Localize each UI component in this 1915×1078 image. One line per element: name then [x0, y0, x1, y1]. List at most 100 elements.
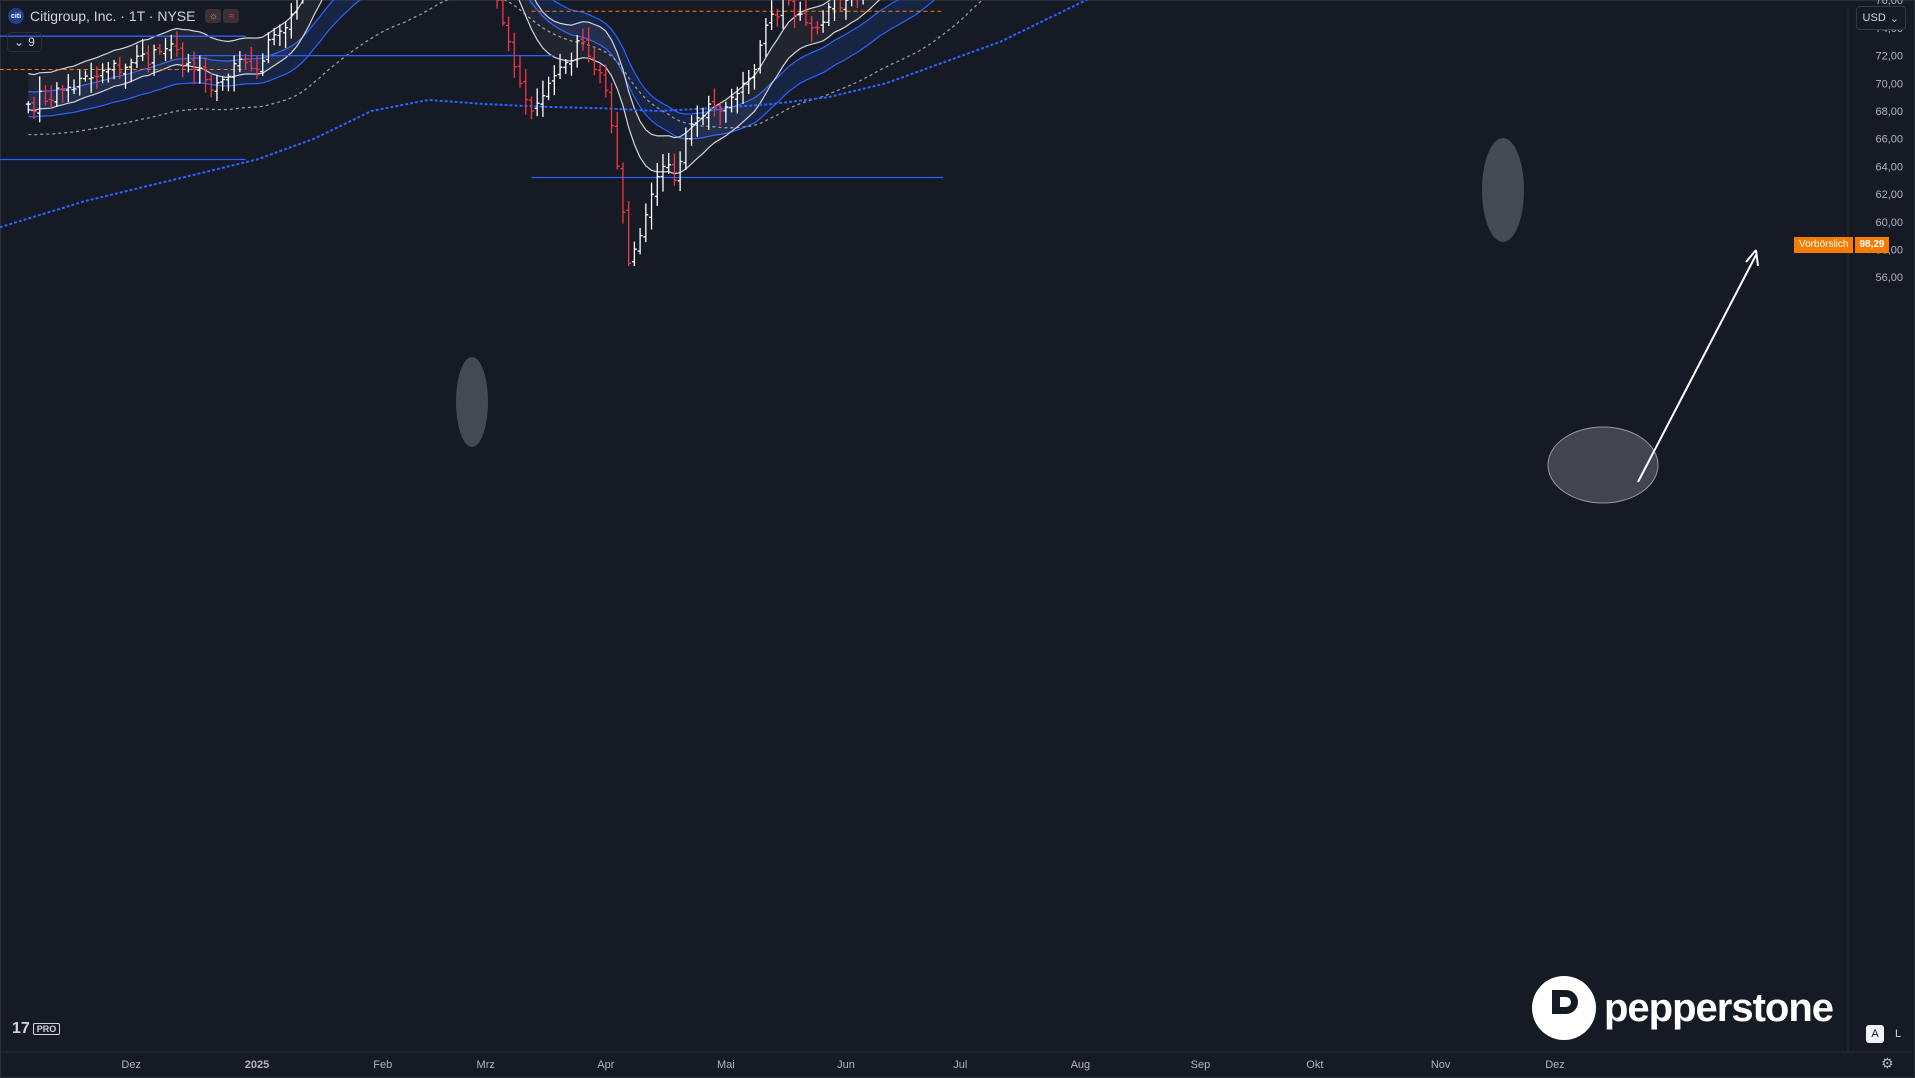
ohlc-bar: [174, 31, 180, 57]
ohlc-bar: [31, 96, 37, 119]
ohlc-bar: [746, 69, 752, 95]
ohlc-bar: [803, 0, 809, 26]
ohlc-bar: [769, 0, 775, 31]
chart-header: citi Citigroup, Inc. · 1T · NYSE ☼ ≈: [8, 6, 240, 26]
chevron-down-icon: ⌄: [14, 35, 25, 49]
ohlc-bar: [294, 0, 298, 20]
ohlc-bar: [820, 10, 826, 33]
sun-icon[interactable]: ☼: [205, 9, 222, 23]
ohlc-bar: [231, 55, 237, 92]
ohlc-bar: [832, 0, 836, 21]
ohlc-bar: [694, 105, 700, 137]
x-tick-label: Feb: [373, 1059, 392, 1071]
pepperstone-watermark: pepperstone: [1532, 976, 1834, 1040]
ohlc-bar: [660, 154, 666, 192]
ohlc-bar: [265, 32, 271, 64]
ohlc-bar: [506, 16, 512, 52]
ohlc-bar: [683, 127, 689, 170]
log-scale-button[interactable]: L: [1894, 1028, 1902, 1040]
ohlc-bar: [54, 82, 60, 107]
ohlc-bar: [791, 0, 797, 28]
tv-logo-mark: 17: [12, 1020, 30, 1037]
last-price-value: 98,29: [1855, 237, 1889, 253]
slow-band-fill: [28, 0, 935, 139]
ohlc-bar: [797, 1, 803, 21]
chevron-down-icon: ⌄: [1889, 12, 1899, 25]
ohlc-bar: [597, 64, 603, 84]
ohlc-bar: [826, 2, 832, 26]
pro-badge: PRO: [32, 1023, 61, 1035]
ohlc-bar: [25, 101, 31, 114]
x-tick-label: Sep: [1191, 1059, 1211, 1071]
x-tick-label: Dez: [121, 1059, 141, 1071]
ohlc-bar: [568, 52, 574, 76]
ohlc-bar: [586, 27, 592, 63]
ohlc-bar: [851, 0, 853, 7]
ohlc-bar: [700, 107, 706, 125]
ohlc-bar: [105, 61, 111, 83]
ohlc-bar: [145, 45, 151, 73]
ohlc-bar: [774, 8, 780, 27]
ohlc-bar: [574, 35, 580, 68]
ohlc-bar: [563, 59, 569, 74]
y-tick-label: 68,00: [1875, 106, 1903, 118]
ohlc-bar: [517, 55, 523, 88]
ohlc-bar: [666, 152, 672, 174]
ohlc-bar: [809, 16, 815, 42]
ohlc-bar: [37, 76, 43, 123]
pepperstone-name: pepperstone: [1604, 985, 1834, 1030]
x-tick-label: Jul: [953, 1059, 967, 1071]
ohlc-bar: [220, 75, 226, 91]
ohlc-bar: [551, 65, 557, 96]
ohlc-bar: [620, 162, 626, 224]
ohlc-bar: [711, 88, 717, 117]
x-tick-label: Mai: [717, 1059, 735, 1071]
price-axis-ticks: 56,0058,0060,0062,0064,0066,0068,0070,00…: [1875, 0, 1903, 284]
x-tick-label: Mrz: [477, 1059, 495, 1071]
highlight-ellipse: [456, 357, 488, 447]
ohlc-bar: [717, 102, 723, 126]
ohlc-bar: [856, 0, 859, 8]
ohlc-bar: [643, 203, 649, 243]
premarket-label: Vorbörslich: [1794, 237, 1854, 253]
ohlc-bar: [496, 0, 500, 9]
ohlc-bar: [843, 0, 849, 20]
indicator-toggle[interactable]: ⌄ 9: [7, 32, 42, 52]
symbol-title[interactable]: Citigroup, Inc. · 1T · NYSE: [30, 8, 196, 24]
gear-icon[interactable]: ⚙: [1881, 1055, 1894, 1071]
ohlc-bar: [557, 53, 563, 80]
ohlc-bar: [751, 63, 757, 90]
currency-select[interactable]: USD ⌄: [1855, 6, 1906, 30]
x-tick-label: Aug: [1071, 1059, 1091, 1071]
ohlc-bars: [25, 0, 864, 267]
approx-icon[interactable]: ≈: [223, 9, 240, 23]
ohlc-bar: [591, 47, 597, 76]
auto-scale-button[interactable]: A: [1866, 1025, 1884, 1043]
ohlc-bar: [729, 88, 735, 113]
currency-value: USD: [1862, 12, 1886, 24]
fast-band-fill: [28, 0, 880, 174]
y-tick-label: 72,00: [1875, 51, 1903, 63]
ohlc-bar: [734, 86, 740, 114]
ohlc-bar: [111, 59, 117, 80]
ohlc-bar: [649, 182, 655, 230]
citi-logo-icon: citi: [8, 8, 24, 24]
ohlc-bar: [60, 85, 66, 104]
ohlc-bar: [128, 58, 134, 83]
tradingview-logo[interactable]: 17 PRO: [12, 1020, 61, 1038]
ohlc-bar: [671, 153, 677, 186]
ohlc-bar: [603, 64, 609, 98]
projection-arrow-line: [1637, 254, 1757, 483]
ohlc-bar: [540, 80, 546, 117]
ohlc-bar: [168, 34, 174, 60]
premarket-price-label: Vorbörslich 98,29: [1794, 237, 1889, 253]
ohlc-bar: [677, 151, 683, 192]
y-tick-label: 76,00: [1875, 0, 1903, 7]
ohlc-bar: [626, 201, 632, 267]
ohlc-bar: [208, 72, 214, 98]
ohlc-bar: [637, 228, 643, 255]
target-ellipse: [1547, 426, 1659, 504]
ohlc-bar: [185, 53, 191, 73]
y-tick-label: 60,00: [1875, 217, 1903, 229]
